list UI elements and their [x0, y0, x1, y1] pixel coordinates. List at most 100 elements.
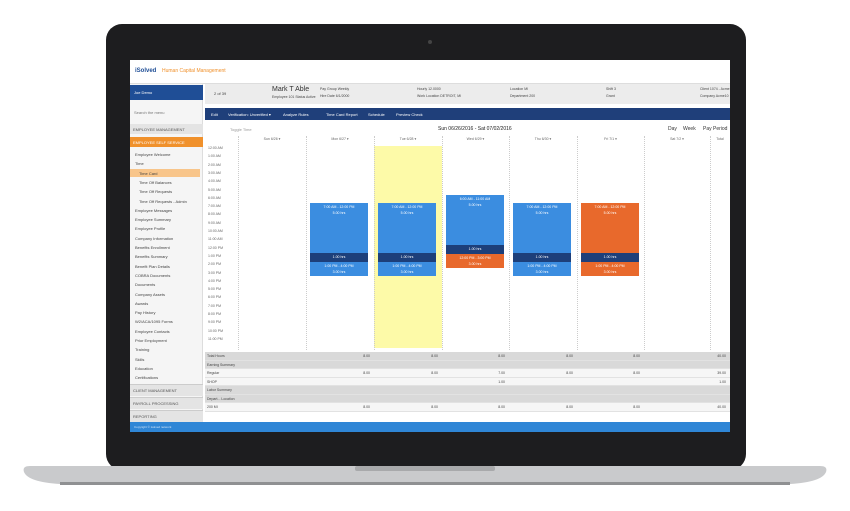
- time-block[interactable]: [310, 203, 368, 253]
- time-block[interactable]: [513, 262, 571, 276]
- time-label: 9:00 AM: [208, 220, 221, 225]
- time-block[interactable]: [581, 253, 639, 262]
- menu-section[interactable]: CLIENT MANAGEMENT: [133, 388, 177, 393]
- menu-item[interactable]: Skills: [135, 356, 145, 362]
- toolbar-button[interactable]: Preview Check: [396, 112, 423, 117]
- toolbar-button[interactable]: Schedule: [368, 112, 385, 117]
- time-label: 7:00 PM: [208, 303, 222, 308]
- employee-field: Department 200: [510, 94, 536, 98]
- employee-field: Hourly 12.0000: [417, 87, 441, 91]
- time-block[interactable]: [310, 262, 368, 276]
- user-name[interactable]: Joe Demo: [134, 90, 153, 95]
- menu-item[interactable]: Benefit Plan Details: [135, 263, 170, 269]
- summary-value: 8.00: [431, 371, 438, 375]
- time-block[interactable]: [513, 203, 571, 253]
- menu-active: [130, 168, 200, 177]
- menu-section[interactable]: EMPLOYEE SELF SERVICE: [133, 140, 185, 145]
- view-button[interactable]: Week: [683, 126, 696, 132]
- menu-item[interactable]: Awards: [135, 300, 149, 306]
- summary-row: [205, 360, 730, 369]
- footer-text: Copyright © isolved network: [134, 425, 172, 429]
- date-range: Sun 06/26/2016 - Sat 07/02/2016: [438, 126, 512, 132]
- menu-item[interactable]: Time Off Requests - Admin: [139, 198, 187, 204]
- search[interactable]: Search the menu: [134, 110, 165, 115]
- menu-item[interactable]: Employee Messages: [135, 207, 173, 213]
- toolbar-button[interactable]: Edit: [211, 112, 218, 117]
- summary-label: Total Hours: [207, 354, 225, 358]
- time-label: 1:00 PM: [208, 253, 222, 258]
- time-block[interactable]: [513, 253, 571, 262]
- column-header: Sun 6/26 ▾: [263, 137, 281, 141]
- header-bar: [130, 60, 730, 84]
- summary-value: 8.00: [431, 405, 438, 409]
- summary-value: 8.00: [363, 371, 370, 375]
- time-label: 6:00 AM: [208, 195, 221, 200]
- menu-item[interactable]: Certifications: [135, 375, 159, 381]
- block-hours: 3.00 hrs: [603, 270, 617, 274]
- time-block[interactable]: [446, 245, 504, 254]
- time-label: 1:00 AM: [208, 154, 221, 159]
- menu-item[interactable]: COBRA Documents: [135, 272, 171, 278]
- time-block[interactable]: [446, 254, 504, 268]
- time-label: 4:00 AM: [208, 179, 221, 184]
- view-button[interactable]: Pay Period: [703, 126, 728, 132]
- block-time: 12:00 PM - 3:00 PM: [459, 256, 491, 260]
- pager[interactable]: 2 of 39: [214, 91, 227, 96]
- menu-section[interactable]: PAYROLL PROCESSING: [133, 401, 179, 406]
- section-band: [130, 397, 203, 409]
- column-line: [306, 136, 307, 350]
- block-hours: 1.00 hrs: [603, 255, 617, 259]
- time-label: 3:00 AM: [208, 170, 221, 175]
- menu-item[interactable]: Training: [135, 347, 150, 353]
- notch: [355, 466, 495, 471]
- block-hours: 3.00 hrs: [468, 262, 482, 266]
- view-button[interactable]: Day: [668, 126, 677, 132]
- menu-item[interactable]: Documents: [135, 282, 156, 288]
- time-label: 9:00 PM: [208, 320, 222, 325]
- toolbar-button[interactable]: Verification: Unverified ▾: [228, 112, 271, 117]
- menu-item[interactable]: Employee Profile: [135, 226, 166, 232]
- time-block[interactable]: [581, 203, 639, 253]
- menu-item[interactable]: Benefits Enrollment: [135, 245, 170, 250]
- menu-item[interactable]: Employee Welcome: [135, 152, 171, 157]
- menu-item[interactable]: W2/ACA/1095 Forms: [135, 319, 173, 325]
- summary-value: 8.00: [633, 371, 640, 375]
- menu-item[interactable]: Employee Summary: [135, 217, 172, 223]
- menu-item[interactable]: Time Off Balances: [139, 179, 172, 185]
- menu-item[interactable]: Employee Contacts: [135, 328, 170, 334]
- menu-item[interactable]: Pay History: [135, 310, 156, 316]
- time-block[interactable]: [310, 253, 368, 262]
- menu-item[interactable]: Education: [135, 365, 153, 371]
- employee-field: Shift 3: [606, 87, 616, 91]
- time-block[interactable]: [446, 195, 504, 245]
- employee-field: Pay Group Weekly: [320, 87, 350, 91]
- summary-value: 8.00: [566, 354, 573, 358]
- time-label: 11:00 AM: [208, 237, 223, 242]
- time-block[interactable]: [378, 203, 436, 253]
- menu-item[interactable]: Time Card: [139, 170, 158, 176]
- toggle[interactable]: Toggle Time: [230, 127, 252, 132]
- menu-item[interactable]: Time: [135, 161, 144, 167]
- column-line: [374, 136, 375, 350]
- employee-id: Employee 101 Status Active: [272, 95, 316, 99]
- column-line: [710, 136, 711, 350]
- column-line: [644, 136, 645, 350]
- summary-row: [205, 403, 730, 412]
- time-label: 6:00 PM: [208, 295, 222, 300]
- menu-item[interactable]: Company Information: [135, 235, 174, 241]
- time-block[interactable]: [378, 253, 436, 262]
- time-label: 7:00 AM: [208, 204, 221, 209]
- toolbar-button[interactable]: Analyze Rules: [283, 112, 309, 117]
- employee-bar: [205, 84, 730, 104]
- menu-section[interactable]: EMPLOYEE MANAGEMENT: [133, 127, 185, 132]
- block-hours: 3.00 hrs: [400, 270, 414, 274]
- menu-item[interactable]: Time Off Requests: [139, 189, 173, 195]
- menu-section[interactable]: REPORTING: [133, 414, 157, 419]
- toolbar-button[interactable]: Time Card Report: [326, 112, 358, 117]
- menu-item[interactable]: Company Assets: [135, 291, 166, 297]
- time-block[interactable]: [378, 262, 436, 276]
- time-block[interactable]: [581, 262, 639, 276]
- menu-item[interactable]: Benefits Summary: [135, 254, 168, 260]
- menu-item[interactable]: Prior Employment: [135, 338, 167, 343]
- employee-field: Location MI: [510, 87, 529, 91]
